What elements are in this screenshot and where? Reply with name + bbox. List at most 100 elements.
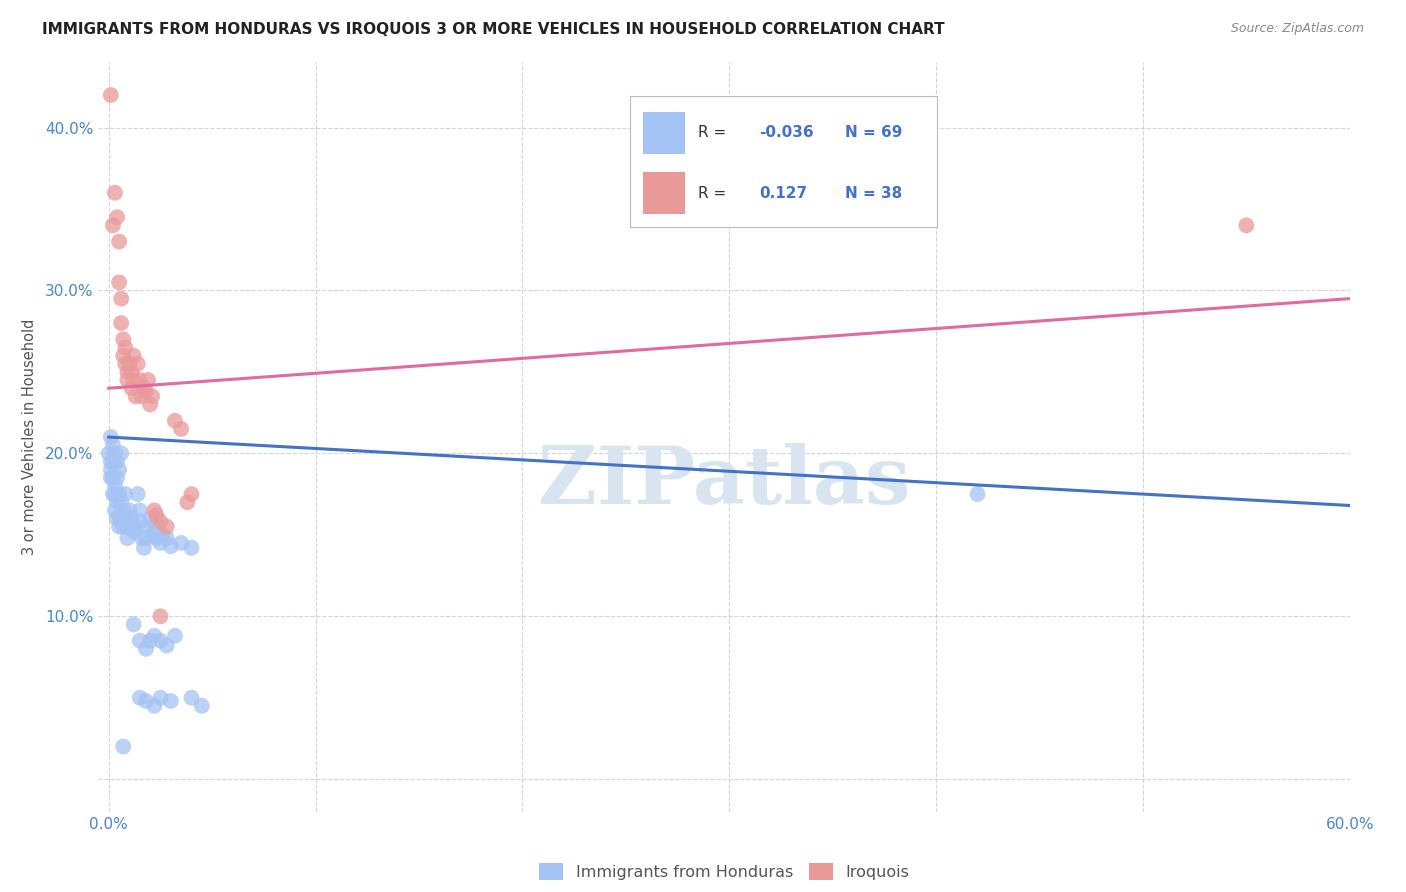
Point — [117, 365, 139, 379]
Point — [135, 694, 157, 708]
Point — [156, 519, 179, 533]
Point — [104, 487, 127, 501]
Point — [118, 519, 141, 533]
Point — [143, 503, 166, 517]
Point — [112, 332, 135, 346]
Point — [112, 519, 135, 533]
Point — [141, 389, 163, 403]
Point — [145, 531, 167, 545]
Point — [105, 471, 128, 485]
Point — [114, 357, 136, 371]
Text: IMMIGRANTS FROM HONDURAS VS IROQUOIS 3 OR MORE VEHICLES IN HOUSEHOLD CORRELATION: IMMIGRANTS FROM HONDURAS VS IROQUOIS 3 O… — [42, 22, 945, 37]
Point — [143, 519, 166, 533]
Y-axis label: 3 or more Vehicles in Household: 3 or more Vehicles in Household — [21, 319, 37, 555]
Point — [170, 536, 193, 550]
Point — [104, 186, 127, 200]
Point — [110, 446, 132, 460]
Point — [110, 495, 132, 509]
Point — [131, 389, 153, 403]
Point — [139, 633, 162, 648]
Point — [128, 373, 150, 387]
Point — [149, 633, 172, 648]
Point — [149, 536, 172, 550]
Point — [135, 641, 157, 656]
Point — [156, 531, 179, 545]
Point — [100, 430, 122, 444]
Point — [143, 629, 166, 643]
Point — [131, 531, 153, 545]
Point — [127, 357, 149, 371]
Point — [117, 519, 139, 533]
Point — [117, 373, 139, 387]
Point — [118, 357, 141, 371]
Point — [105, 511, 128, 525]
Point — [180, 541, 202, 555]
Point — [105, 210, 128, 224]
Legend: Immigrants from Honduras, Iroquois: Immigrants from Honduras, Iroquois — [533, 857, 915, 886]
Point — [101, 487, 124, 501]
Point — [100, 454, 122, 468]
Point — [121, 381, 143, 395]
Text: ZIPatlas: ZIPatlas — [538, 443, 910, 521]
Point — [141, 528, 163, 542]
Point — [170, 422, 193, 436]
Point — [124, 519, 146, 533]
Point — [122, 349, 145, 363]
Point — [108, 276, 131, 290]
Point — [110, 292, 132, 306]
Point — [191, 698, 214, 713]
Point — [149, 690, 172, 705]
Point — [128, 503, 150, 517]
Point — [149, 515, 172, 529]
Point — [108, 463, 131, 477]
Point — [139, 511, 162, 525]
Point — [108, 519, 131, 533]
Point — [101, 438, 124, 452]
Point — [100, 471, 122, 485]
Point — [145, 508, 167, 523]
Point — [108, 508, 131, 523]
Point — [159, 694, 181, 708]
Point — [100, 88, 122, 103]
Point — [128, 515, 150, 529]
Point — [135, 519, 157, 533]
Point — [180, 690, 202, 705]
Point — [163, 629, 186, 643]
Point — [136, 373, 159, 387]
Point — [127, 487, 149, 501]
Point — [117, 531, 139, 545]
Point — [101, 219, 124, 233]
Point — [118, 503, 141, 517]
Point — [101, 471, 124, 485]
Point — [176, 495, 198, 509]
Point — [122, 617, 145, 632]
Point — [159, 539, 181, 553]
Point — [114, 341, 136, 355]
Point — [104, 446, 127, 460]
Point — [128, 690, 150, 705]
Point — [124, 389, 146, 403]
Point — [110, 511, 132, 525]
Point — [132, 541, 155, 555]
Point — [105, 495, 128, 509]
Point — [122, 373, 145, 387]
Point — [121, 511, 143, 525]
Point — [122, 524, 145, 539]
Point — [112, 503, 135, 517]
Point — [121, 365, 143, 379]
Point — [135, 531, 157, 545]
Point — [132, 381, 155, 395]
Point — [101, 454, 124, 468]
Point — [139, 397, 162, 411]
Point — [104, 479, 127, 493]
Point — [143, 698, 166, 713]
Point — [112, 349, 135, 363]
Point — [100, 463, 122, 477]
Point — [128, 633, 150, 648]
Point — [156, 639, 179, 653]
Point — [108, 235, 131, 249]
Point — [104, 503, 127, 517]
Point — [152, 528, 174, 542]
Text: Source: ZipAtlas.com: Source: ZipAtlas.com — [1230, 22, 1364, 36]
Point — [112, 739, 135, 754]
